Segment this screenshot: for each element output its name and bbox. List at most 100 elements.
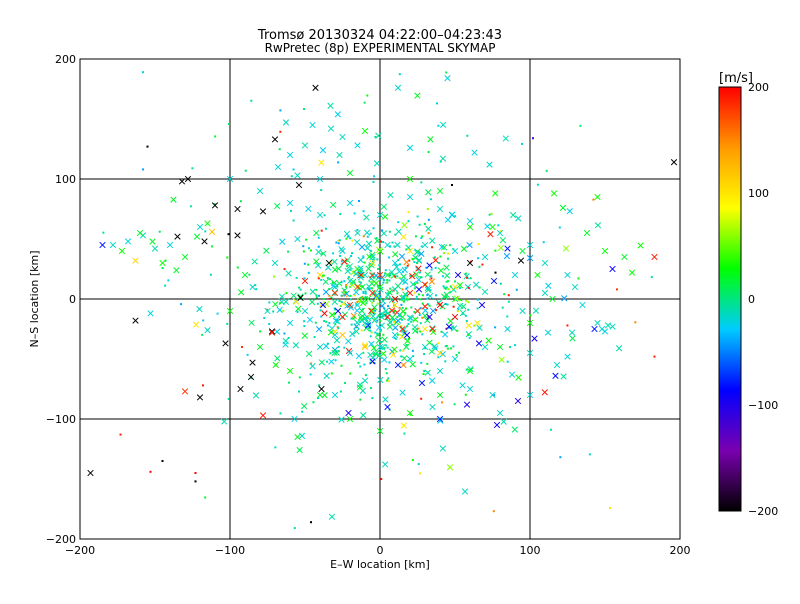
data-point-cross [282,119,290,126]
data-point-cross [461,488,469,495]
data-point-cross [475,340,483,347]
data-point-dot [216,312,219,315]
data-point-cross [318,359,326,366]
data-point-cross [450,325,458,332]
data-point-cross [583,229,591,237]
data-point-cross [376,211,384,219]
data-point-cross [354,301,361,309]
data-point-dot [400,324,403,327]
data-point-dot [450,347,453,350]
data-point-dot [457,308,460,311]
data-point-dot [119,433,122,436]
data-point-cross [376,427,384,435]
data-point-cross [415,286,423,293]
data-point-dot [402,349,405,352]
data-point-cross [496,343,504,351]
data-point-dot [194,472,197,474]
data-point-cross [315,248,322,256]
data-point-dot [387,305,390,308]
data-point-cross [268,328,276,335]
data-point-cross [174,233,181,240]
data-point-dot [372,353,375,356]
data-point-cross [334,307,342,315]
data-point-cross [490,277,498,285]
data-point-cross [371,317,378,324]
data-point-dot [402,300,405,303]
data-point-dot [490,212,493,215]
data-point-cross [192,321,200,328]
data-point-cross [564,271,571,279]
data-point-cross [170,196,177,203]
data-point-dot [369,329,372,332]
data-point-cross [369,259,376,267]
colorbar-tick-label: 0 [748,293,755,306]
data-point-cross [136,229,144,237]
data-point-cross [384,403,391,411]
data-point-cross [418,250,425,257]
data-point-cross [425,189,432,196]
data-point-dot [360,270,363,273]
data-point-dot [315,296,318,299]
data-point-dot [353,294,356,297]
data-point-dot [338,315,341,318]
data-point-cross [353,270,360,277]
data-point-dot [339,213,342,216]
data-point-cross [371,289,378,296]
data-point-dot [427,232,430,235]
data-point-cross [276,306,283,314]
data-point-dot [391,241,394,244]
data-point-cross [431,343,438,350]
data-point-dot [360,329,363,332]
data-point-cross [369,358,376,365]
data-point-cross [196,394,204,401]
data-point-cross [421,241,429,249]
data-point-cross [429,325,436,333]
data-point-cross [390,351,397,358]
data-point-dot [386,297,389,300]
data-point-cross [391,331,399,339]
data-point-cross [259,208,267,215]
data-point-dot [497,224,500,227]
data-point-cross [386,289,393,296]
data-point-cross [429,237,436,244]
data-point-cross [438,243,446,251]
data-point-dot [370,287,373,290]
data-point-dot [494,326,497,329]
data-point-cross [569,335,576,342]
data-point-dot [368,325,371,328]
data-point-cross [465,322,473,329]
data-point-cross [346,169,354,177]
data-point-cross [428,348,435,355]
data-point-dot [290,209,293,212]
data-point-cross [256,343,264,351]
data-point-cross [178,178,186,185]
data-point-dot [549,428,552,431]
data-point-dot [372,180,375,183]
data-point-dot [337,239,340,242]
data-point-cross [294,235,301,243]
data-point-cross [446,464,454,471]
data-point-dot [320,229,323,232]
data-point-dot [334,293,337,296]
data-point-cross [193,233,201,240]
data-point-cross [328,311,336,319]
data-point-dot [369,232,372,235]
data-point-cross [471,149,478,156]
data-point-dot [405,287,408,290]
data-point-dot [272,310,275,313]
data-point-dot [423,370,426,373]
data-point-dot [476,307,479,310]
data-point-cross [272,361,279,369]
data-point-cross [392,324,399,331]
data-point-dot [338,254,341,257]
data-point-cross [279,238,286,245]
data-point-dot [386,379,389,382]
data-point-dot [421,294,424,297]
data-point-dot [279,412,282,415]
data-point-dot [226,322,229,325]
data-point-cross [444,75,451,82]
data-point-dot [439,255,442,258]
data-point-dot [189,205,192,208]
data-point-cross [568,329,576,336]
data-point-dot [142,168,144,171]
